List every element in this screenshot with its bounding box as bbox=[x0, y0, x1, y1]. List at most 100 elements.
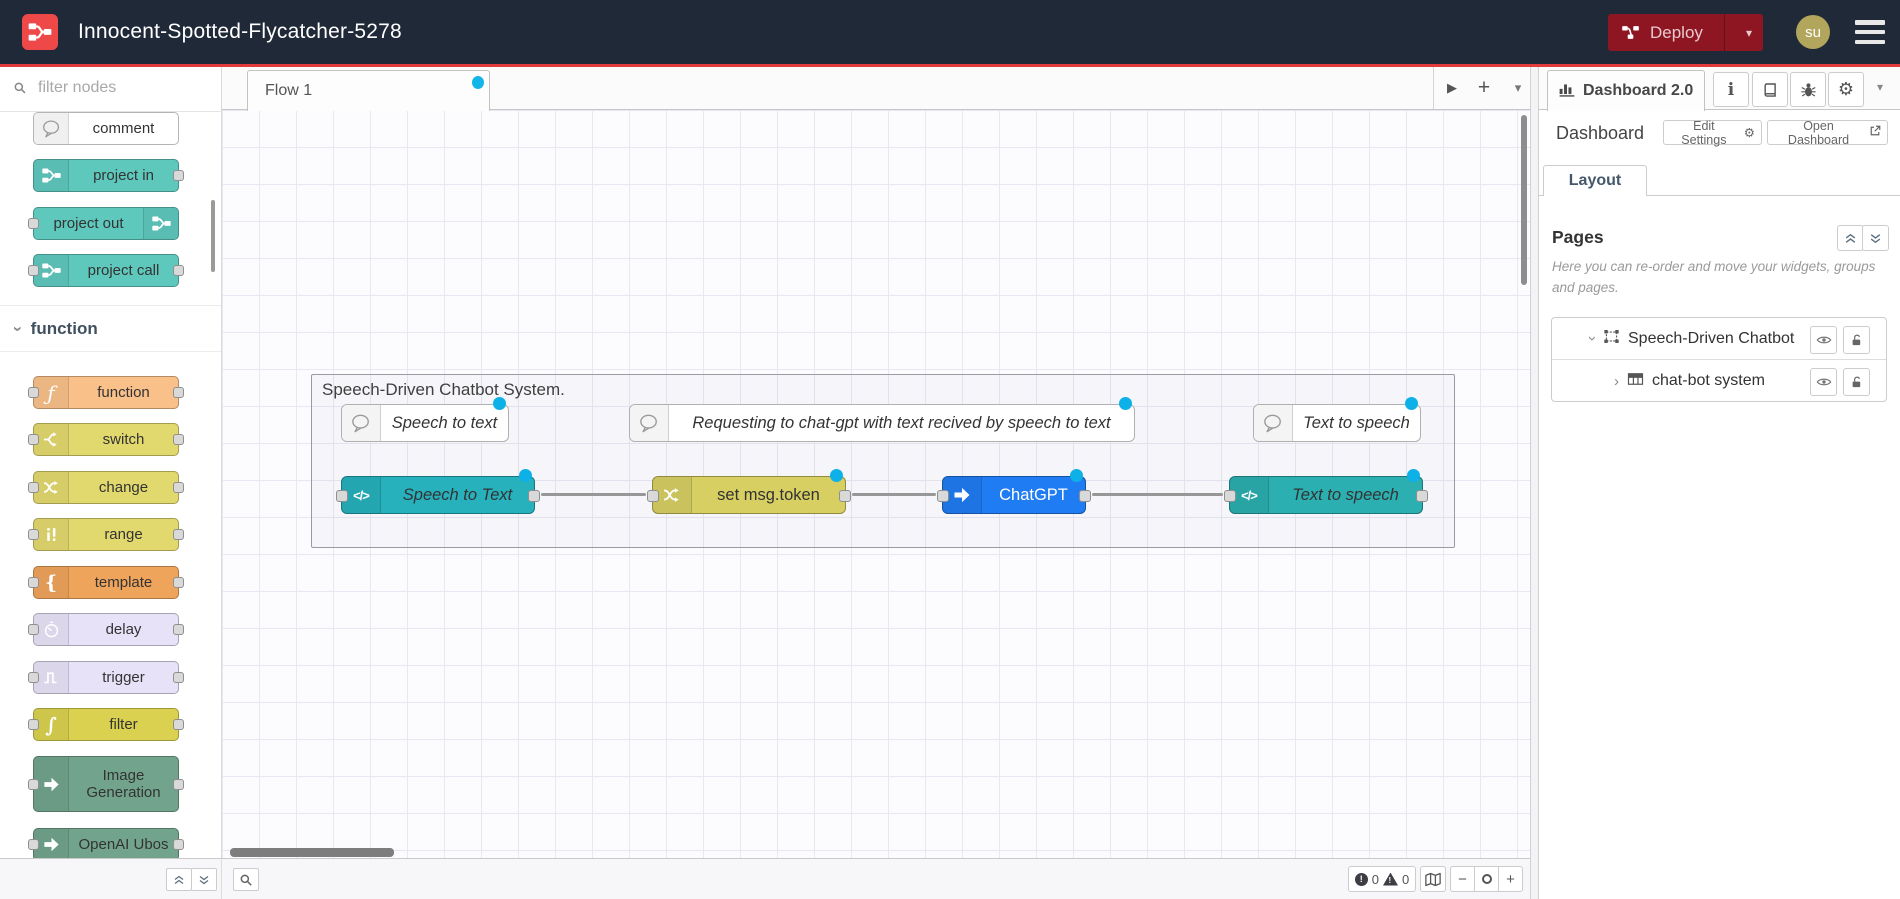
output-port[interactable] bbox=[173, 624, 184, 635]
palette-node-image-generation[interactable]: Image Generation bbox=[28, 756, 184, 812]
page-row-chat-bot-system[interactable]: › chat-bot system bbox=[1552, 360, 1886, 402]
notifications-summary[interactable]: ! 0 ! 0 bbox=[1348, 866, 1416, 892]
move-down-button[interactable] bbox=[1862, 225, 1889, 251]
palette-filter-input[interactable] bbox=[36, 78, 200, 98]
open-dashboard-button[interactable]: Open Dashboard bbox=[1767, 119, 1888, 147]
input-port[interactable] bbox=[28, 265, 39, 276]
unlock-button[interactable] bbox=[1843, 326, 1870, 354]
palette-node-range[interactable]: range bbox=[28, 518, 184, 551]
input-port[interactable] bbox=[1224, 490, 1236, 502]
output-port[interactable] bbox=[173, 839, 184, 850]
visibility-eye-button[interactable] bbox=[1810, 368, 1837, 396]
input-port[interactable] bbox=[28, 482, 39, 493]
output-port[interactable] bbox=[839, 490, 851, 502]
input-port[interactable] bbox=[647, 490, 659, 502]
sidebar-tab-dashboard-2[interactable]: Dashboard 2.0 bbox=[1547, 70, 1705, 111]
visibility-eye-button[interactable] bbox=[1810, 326, 1837, 354]
canvas-vertical-scrollbar[interactable] bbox=[1521, 115, 1527, 285]
output-port[interactable] bbox=[1416, 490, 1428, 502]
wire[interactable] bbox=[541, 493, 646, 496]
user-avatar[interactable]: su bbox=[1796, 15, 1830, 49]
flow-list-caret-icon[interactable]: ▾ bbox=[1514, 80, 1522, 95]
move-up-button[interactable] bbox=[1837, 225, 1864, 251]
tab-flow-1[interactable]: Flow 1 bbox=[247, 70, 490, 111]
output-port[interactable] bbox=[173, 779, 184, 790]
output-port[interactable] bbox=[173, 170, 184, 181]
pages-list: › Speech-Driven Chatbot S › chat-bot sys… bbox=[1551, 317, 1887, 402]
output-port[interactable] bbox=[173, 387, 184, 398]
palette-node-template[interactable]: { template bbox=[28, 566, 184, 599]
docs-button[interactable] bbox=[1752, 72, 1788, 107]
flow-node-set-msg-token[interactable]: set msg.token bbox=[647, 476, 851, 514]
input-port[interactable] bbox=[937, 490, 949, 502]
merge-icon bbox=[143, 208, 178, 239]
palette-node-change[interactable]: change bbox=[28, 471, 184, 504]
input-port[interactable] bbox=[28, 779, 39, 790]
input-port[interactable] bbox=[28, 529, 39, 540]
scroll-tabs-right-button[interactable]: ▶ bbox=[1447, 80, 1457, 95]
sidebar-collapse-caret-icon[interactable]: ▾ bbox=[1877, 80, 1884, 94]
output-port[interactable] bbox=[173, 719, 184, 730]
output-port[interactable] bbox=[1079, 490, 1091, 502]
output-port[interactable] bbox=[528, 490, 540, 502]
palette-node-trigger[interactable]: trigger bbox=[28, 661, 184, 694]
debug-bug-button[interactable] bbox=[1790, 72, 1826, 107]
page-row-speech-driven-chatbot[interactable]: › Speech-Driven Chatbot S bbox=[1552, 318, 1886, 360]
flow-canvas[interactable]: Speech-Driven Chatbot System. Speech to … bbox=[222, 110, 1530, 858]
minimap-button[interactable] bbox=[1420, 866, 1446, 892]
main-menu-hamburger-icon[interactable] bbox=[1855, 20, 1885, 44]
add-flow-button[interactable]: + bbox=[1477, 76, 1491, 99]
edit-settings-button[interactable]: Edit Settings ⚙ bbox=[1663, 119, 1762, 147]
canvas-search-button[interactable] bbox=[233, 868, 259, 891]
palette-node-function[interactable]: ƒ function bbox=[28, 376, 184, 409]
input-port[interactable] bbox=[28, 434, 39, 445]
unlock-button[interactable] bbox=[1843, 368, 1870, 396]
deploy-options-caret-icon[interactable]: ▾ bbox=[1745, 25, 1753, 40]
palette-node-delay[interactable]: delay bbox=[28, 613, 184, 646]
flow-group-speech-driven-chatbot[interactable]: Speech-Driven Chatbot System. bbox=[311, 374, 1455, 548]
flow-node-speech-to-text[interactable]: </> Speech to Text bbox=[336, 476, 540, 514]
palette-node-filter[interactable]: ∫ filter bbox=[28, 708, 184, 741]
wire[interactable] bbox=[1092, 493, 1223, 496]
sidebar-splitter[interactable] bbox=[1530, 67, 1539, 899]
canvas-horizontal-scrollbar[interactable] bbox=[230, 848, 394, 857]
palette-node-openai-ubos[interactable]: OpenAI Ubos bbox=[28, 828, 184, 858]
input-port[interactable] bbox=[28, 577, 39, 588]
wire[interactable] bbox=[852, 493, 936, 496]
comment-node-speech-to-text[interactable]: Speech to text bbox=[341, 404, 509, 442]
flow-node-text-to-speech[interactable]: </> Text to speech bbox=[1224, 476, 1428, 514]
palette-node-project-in[interactable]: project in bbox=[33, 159, 184, 192]
palette-collapse-up-button[interactable] bbox=[166, 868, 192, 891]
output-port[interactable] bbox=[173, 482, 184, 493]
input-port[interactable] bbox=[28, 719, 39, 730]
info-button[interactable]: i bbox=[1713, 72, 1749, 107]
tab-layout[interactable]: Layout bbox=[1543, 165, 1647, 196]
input-port[interactable] bbox=[336, 490, 348, 502]
settings-gear-button[interactable]: ⚙ bbox=[1828, 72, 1864, 107]
output-port[interactable] bbox=[173, 577, 184, 588]
palette-node-project-call[interactable]: project call bbox=[28, 254, 184, 287]
flow-node-chatgpt[interactable]: ChatGPT bbox=[937, 476, 1091, 514]
input-port[interactable] bbox=[28, 624, 39, 635]
input-port[interactable] bbox=[28, 218, 39, 229]
output-port[interactable] bbox=[173, 434, 184, 445]
zoom-reset-button[interactable] bbox=[1474, 867, 1498, 891]
output-port[interactable] bbox=[173, 529, 184, 540]
zoom-in-button[interactable]: + bbox=[1498, 867, 1522, 891]
output-port[interactable] bbox=[173, 265, 184, 276]
palette-node-comment[interactable]: comment bbox=[33, 112, 179, 145]
input-port[interactable] bbox=[28, 672, 39, 683]
output-port[interactable] bbox=[173, 672, 184, 683]
palette-collapse-down-button[interactable] bbox=[191, 868, 217, 891]
deploy-button[interactable]: Deploy ▾ bbox=[1608, 14, 1763, 51]
comment-node-requesting-chatgpt[interactable]: Requesting to chat-gpt with text recived… bbox=[629, 404, 1135, 442]
input-port[interactable] bbox=[28, 387, 39, 398]
comment-node-text-to-speech[interactable]: Text to speech bbox=[1253, 404, 1421, 442]
palette-section-function[interactable]: › function bbox=[0, 305, 221, 352]
zoom-out-button[interactable]: − bbox=[1458, 870, 1467, 888]
palette-node-switch[interactable]: switch bbox=[28, 423, 184, 456]
palette-node-project-out[interactable]: project out bbox=[28, 207, 179, 240]
input-port[interactable] bbox=[28, 839, 39, 850]
palette-scrollbar[interactable] bbox=[211, 200, 215, 272]
